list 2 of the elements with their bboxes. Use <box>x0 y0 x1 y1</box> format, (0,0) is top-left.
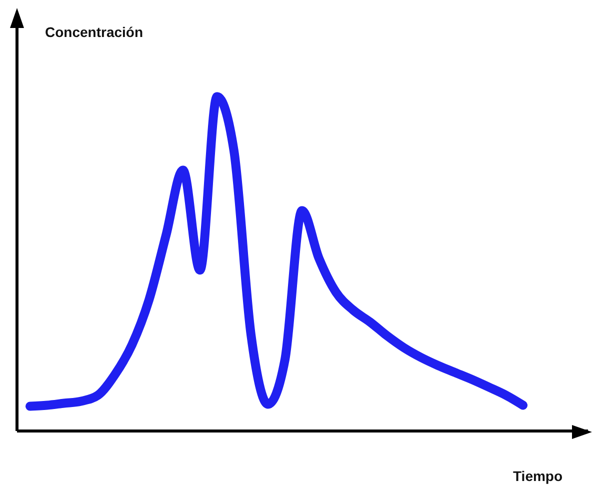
x-axis-title: Tiempo <box>513 468 563 484</box>
y-axis-title: Concentración <box>45 24 144 40</box>
